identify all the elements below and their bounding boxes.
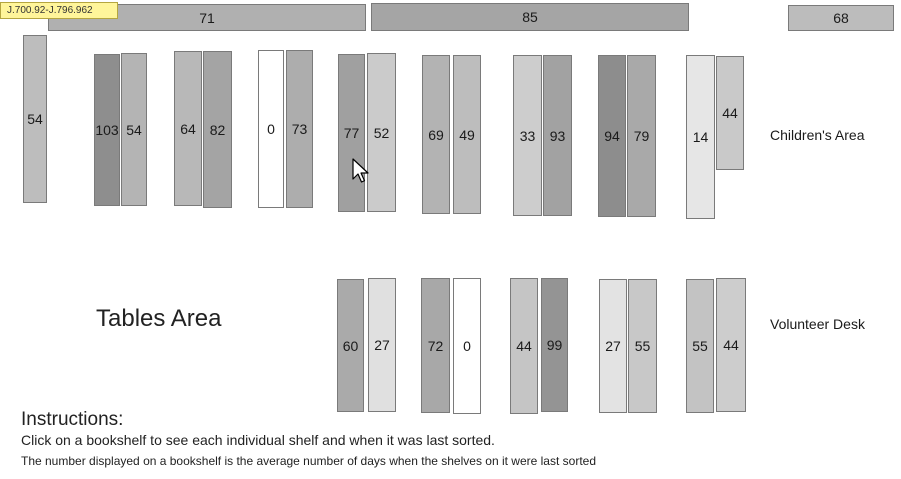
bookshelf-r2-5[interactable]: 44 [510, 278, 538, 414]
bookshelf-value: 0 [463, 338, 471, 354]
top-shelf-3-value: 68 [833, 10, 849, 26]
bookshelf-value: 55 [692, 338, 708, 354]
bookshelf-value: 54 [126, 121, 142, 138]
bookshelf-value: 54 [27, 111, 43, 127]
bookshelf-r1-14[interactable]: 94 [598, 55, 626, 217]
bookshelf-value: 69 [428, 126, 444, 143]
instructions-line-2: The number displayed on a bookshelf is t… [21, 454, 596, 468]
bookshelf-value: 14 [692, 129, 709, 145]
bookshelf-r1-3[interactable]: 54 [121, 53, 147, 206]
top-shelf-3[interactable]: 68 [788, 5, 894, 31]
bookshelf-r1-16[interactable]: 14 [686, 55, 715, 219]
bookshelf-value: 44 [722, 105, 738, 121]
bookshelf-value: 33 [519, 127, 536, 144]
bookshelf-r2-2[interactable]: 27 [368, 278, 396, 412]
bookshelf-value: 44 [723, 337, 739, 353]
bookshelf-value: 93 [549, 127, 566, 144]
instructions-title: Instructions: [21, 409, 124, 430]
top-shelf-1-value: 71 [199, 9, 215, 26]
bookshelf-value: 52 [373, 124, 390, 141]
bookshelf-r2-7[interactable]: 27 [599, 279, 627, 413]
bookshelf-r2-8[interactable]: 55 [628, 279, 657, 413]
mouse-pointer-icon [352, 158, 369, 183]
bookshelf-value: 77 [343, 125, 360, 141]
childrens-area-label: Children's Area [770, 127, 865, 143]
bookshelf-value: 27 [374, 337, 390, 353]
bookshelf-r1-12[interactable]: 33 [513, 55, 542, 216]
bookshelf-r1-1[interactable]: 54 [23, 35, 47, 203]
tables-area-label: Tables Area [96, 305, 222, 332]
top-shelf-2-value: 85 [522, 9, 538, 25]
bookshelf-value: 103 [95, 122, 119, 138]
bookshelf-r1-10[interactable]: 69 [422, 55, 450, 214]
bookshelf-value: 27 [605, 338, 621, 354]
bookshelf-r1-11[interactable]: 49 [453, 55, 481, 214]
bookshelf-value: 64 [180, 120, 196, 137]
bookshelf-r1-5[interactable]: 82 [203, 51, 232, 208]
bookshelf-value: 94 [604, 128, 620, 144]
bookshelf-value: 82 [209, 121, 226, 138]
bookshelf-value: 49 [459, 126, 475, 143]
bookshelf-r2-1[interactable]: 60 [337, 279, 364, 412]
bookshelf-r1-15[interactable]: 79 [627, 55, 656, 217]
bookshelf-value: 44 [516, 338, 532, 354]
bookshelf-value: 73 [291, 121, 308, 137]
bookshelf-r1-2[interactable]: 103 [94, 54, 120, 206]
instructions-line-1: Click on a bookshelf to see each individ… [21, 432, 495, 448]
top-shelf-2[interactable]: 85 [371, 3, 689, 31]
bookshelf-r1-4[interactable]: 64 [174, 51, 202, 206]
bookshelf-r1-7[interactable]: 73 [286, 50, 313, 208]
bookshelf-value: 72 [427, 337, 444, 354]
bookshelf-value: 60 [342, 337, 359, 354]
bookshelf-r2-4[interactable]: 0 [453, 278, 481, 414]
bookshelf-r2-6[interactable]: 99 [541, 278, 568, 412]
bookshelf-r1-6[interactable]: 0 [258, 50, 284, 208]
bookshelf-r2-9[interactable]: 55 [686, 279, 714, 413]
bookshelf-r1-13[interactable]: 93 [543, 55, 572, 216]
bookshelf-r2-10[interactable]: 44 [716, 278, 746, 412]
bookshelf-r2-3[interactable]: 72 [421, 278, 450, 413]
bookshelf-r1-17[interactable]: 44 [716, 56, 744, 170]
bookshelf-value: 79 [633, 128, 650, 144]
bookshelf-r1-9[interactable]: 52 [367, 53, 396, 212]
bookshelf-r1-8[interactable]: 77 [338, 54, 365, 212]
bookshelf-value: 99 [546, 337, 563, 353]
call-number-tooltip: J.700.92-J.796.962 [0, 2, 118, 19]
volunteer-desk-label: Volunteer Desk [770, 316, 865, 332]
bookshelf-value: 55 [634, 338, 651, 354]
bookshelf-value: 0 [267, 121, 275, 137]
